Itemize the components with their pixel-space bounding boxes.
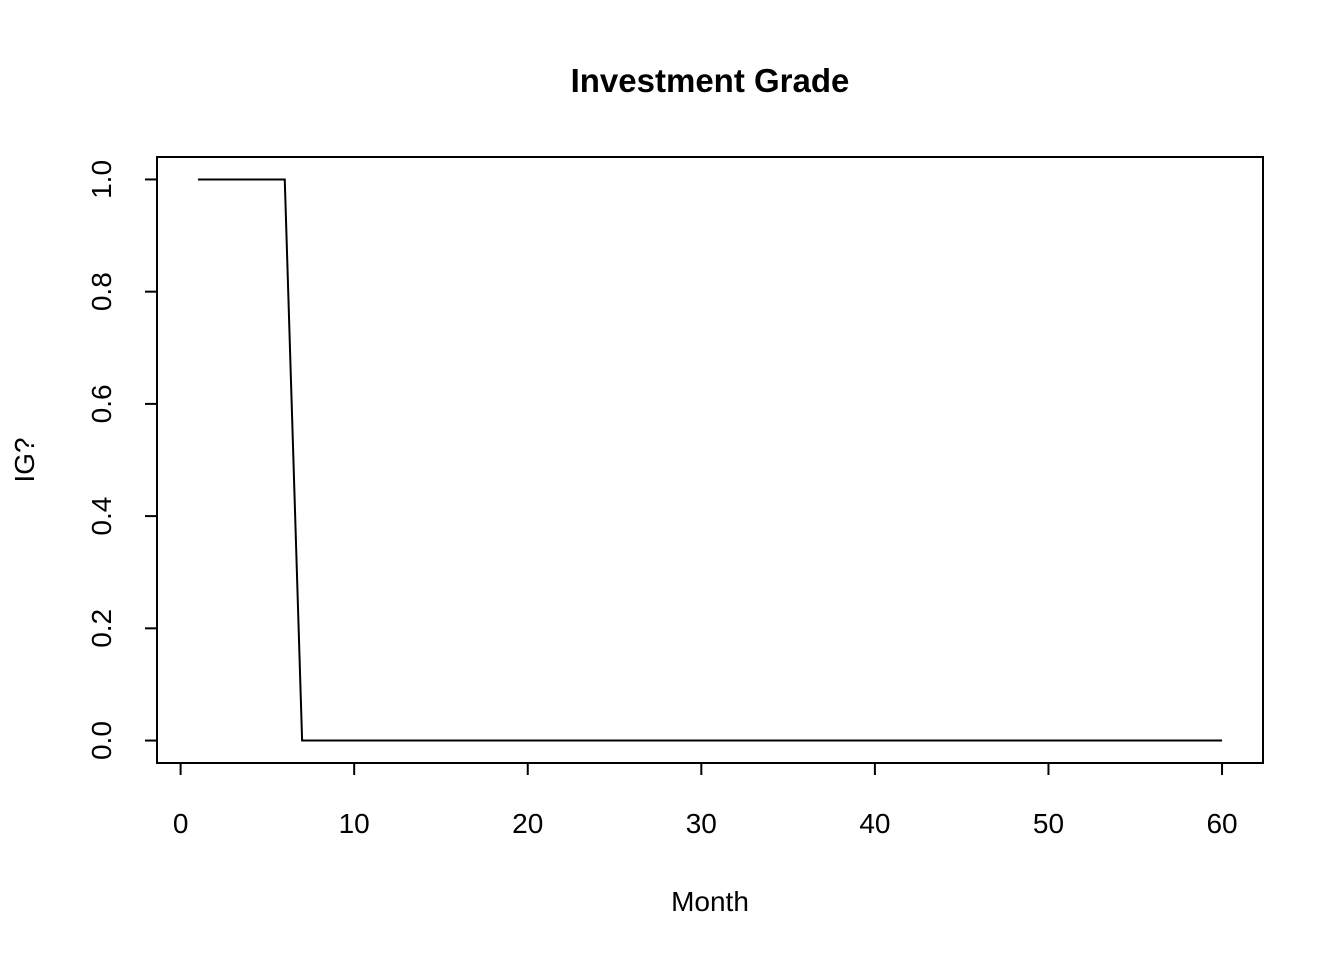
x-tick-label: 30 xyxy=(686,808,717,839)
y-axis-label: IG? xyxy=(9,437,40,482)
x-tick-label: 40 xyxy=(859,808,890,839)
x-tick-label: 50 xyxy=(1033,808,1064,839)
x-tick-label: 0 xyxy=(173,808,189,839)
y-tick-label: 0.4 xyxy=(86,497,117,536)
x-tick-label: 20 xyxy=(512,808,543,839)
data-line xyxy=(197,178,1223,742)
chart-title: Investment Grade xyxy=(571,62,850,99)
y-tick-label: 1.0 xyxy=(86,160,117,199)
x-tick-label: 10 xyxy=(339,808,370,839)
y-tick-label: 0.8 xyxy=(86,272,117,311)
y-tick-label: 0.2 xyxy=(86,609,117,648)
y-tick-label: 0.6 xyxy=(86,384,117,423)
x-tick-label: 60 xyxy=(1206,808,1237,839)
y-tick-label: 0.0 xyxy=(86,721,117,760)
x-axis-label: Month xyxy=(671,886,749,917)
